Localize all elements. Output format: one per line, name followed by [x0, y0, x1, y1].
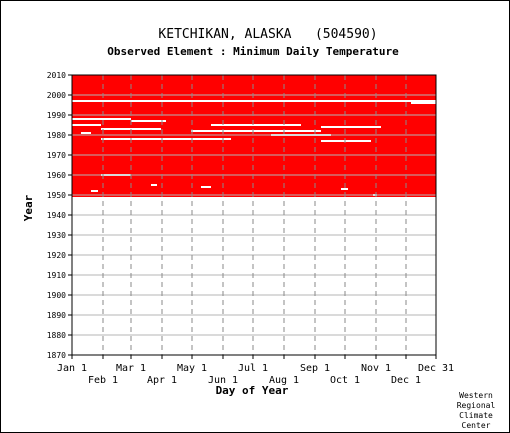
- x-tick-label-top: Dec 31: [418, 363, 454, 374]
- y-tick-label: 1890: [47, 311, 66, 320]
- x-tick-label-bottom: Apr 1: [147, 375, 177, 386]
- y-tick-label: 1970: [47, 151, 66, 160]
- x-tick-label-top: Sep 1: [300, 363, 330, 374]
- y-tick-label: 2010: [47, 71, 66, 80]
- y-axis: 1870 1880 1890 1900 1910 1920 1930 1940 1950 1960…: [47, 71, 72, 360]
- y-tick-label: 1950: [47, 191, 66, 200]
- y-tick-label: 1920: [47, 251, 66, 260]
- y-tick-label: 1930: [47, 231, 66, 240]
- x-tick-label-top: Mar 1: [116, 363, 146, 374]
- data-gap: [191, 130, 321, 132]
- y-tick-label: 1980: [47, 131, 66, 140]
- y-axis-label: Year: [22, 194, 35, 221]
- x-tick-label-bottom: Aug 1: [269, 375, 299, 386]
- data-gap: [81, 132, 91, 134]
- y-tick-label: 2000: [47, 91, 66, 100]
- x-tick-label-bottom: Jun 1: [208, 375, 238, 386]
- data-gap: [411, 102, 436, 104]
- y-tick-label: 1990: [47, 111, 66, 120]
- credit-line-3: Climate: [459, 411, 493, 420]
- data-coverage-block: [72, 75, 436, 197]
- y-tick-label: 1900: [47, 291, 66, 300]
- data-gap: [201, 186, 211, 188]
- y-tick-label: 1870: [47, 351, 66, 360]
- grid: [72, 74, 436, 356]
- y-tick-label: 1960: [47, 171, 66, 180]
- data-gap: [341, 188, 348, 190]
- data-coverage: [72, 75, 436, 197]
- x-axis: Jan 1 Mar 1 May 1 Jul 1 Sep 1 Nov 1 Dec 31 Feb …: [57, 355, 454, 386]
- x-tick-label-top: Jan 1: [57, 363, 87, 374]
- x-axis-label: Day of Year: [216, 384, 289, 397]
- x-tick-label-bottom: Oct 1: [330, 375, 360, 386]
- data-gap: [321, 140, 371, 142]
- data-gap: [151, 184, 157, 186]
- credit-line-4: Center: [462, 421, 491, 430]
- y-tick-label: 1910: [47, 271, 66, 280]
- credit-line-2: Regional: [457, 401, 496, 410]
- chart-title: KETCHIKAN, ALASKA (504590): [158, 27, 377, 42]
- data-gap: [321, 126, 381, 128]
- data-gap: [72, 124, 101, 126]
- x-tick-label-top: May 1: [177, 363, 207, 374]
- credit-line-1: Western: [459, 391, 493, 400]
- data-gap: [91, 190, 98, 192]
- x-tick-label-bottom: Dec 1: [391, 375, 421, 386]
- data-gap: [72, 100, 436, 102]
- x-tick-label-bottom: Feb 1: [88, 375, 118, 386]
- chart-subtitle: Observed Element : Minimum Daily Tempera…: [107, 45, 399, 58]
- x-tick-label-top: Jul 1: [238, 363, 268, 374]
- data-gap: [131, 120, 166, 122]
- data-gap: [211, 124, 301, 126]
- credit: Western Regional Climate Center: [457, 391, 496, 430]
- data-gap: [72, 118, 131, 120]
- y-tick-label: 1940: [47, 211, 66, 220]
- y-tick-label: 1880: [47, 331, 66, 340]
- data-gap: [101, 138, 231, 140]
- x-tick-label-top: Nov 1: [361, 363, 391, 374]
